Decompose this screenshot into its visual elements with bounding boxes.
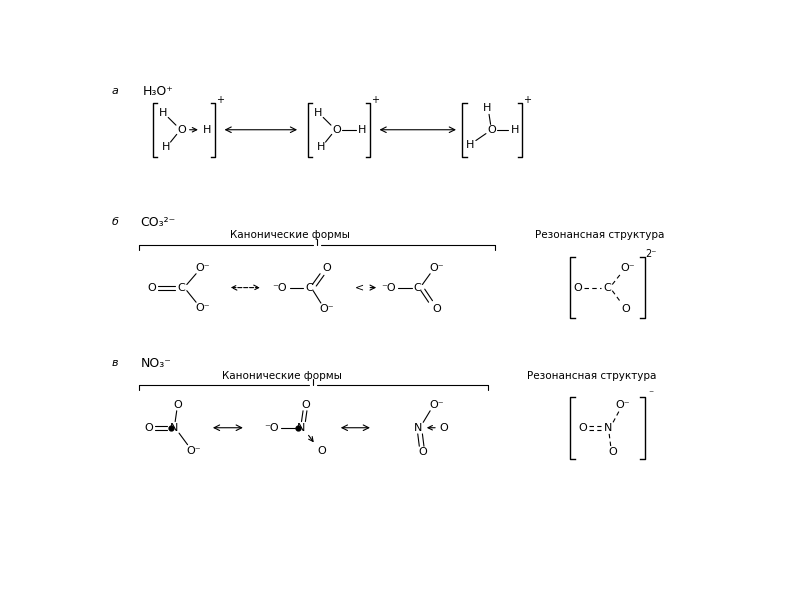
Text: O⁻: O⁻ [621, 263, 635, 272]
Text: +: + [523, 95, 531, 106]
Text: H: H [162, 142, 170, 152]
Text: CO₃²⁻: CO₃²⁻ [140, 215, 175, 229]
Text: +: + [216, 95, 224, 106]
Text: б: б [112, 217, 118, 227]
Text: H: H [510, 125, 519, 135]
Text: O: O [147, 283, 156, 293]
Text: O: O [322, 263, 330, 272]
Text: H: H [317, 142, 325, 152]
Text: Канонические формы: Канонические формы [222, 371, 342, 381]
Text: O: O [173, 400, 182, 410]
Text: O: O [432, 304, 441, 314]
Text: O⁻: O⁻ [429, 263, 444, 272]
Text: N: N [414, 423, 422, 433]
Text: H: H [202, 125, 211, 135]
Text: O: O [608, 448, 617, 457]
Text: H: H [358, 125, 366, 135]
Text: в: в [112, 358, 118, 368]
Text: <: < [355, 283, 364, 293]
Text: O⁻: O⁻ [195, 263, 210, 274]
Text: O: O [622, 304, 630, 314]
Text: C: C [604, 283, 611, 293]
Text: H: H [314, 108, 322, 118]
Text: ⁻O: ⁻O [265, 423, 279, 433]
Text: ⁻O: ⁻O [381, 283, 396, 293]
Text: C: C [306, 283, 313, 293]
Text: O: O [418, 448, 426, 457]
Text: O: O [332, 125, 341, 135]
Text: а: а [112, 86, 118, 96]
Text: O⁻: O⁻ [429, 400, 444, 410]
Text: O⁻: O⁻ [319, 304, 334, 314]
Text: NO₃⁻: NO₃⁻ [140, 356, 171, 370]
Text: N: N [170, 423, 178, 433]
Text: O: O [145, 423, 154, 433]
Text: O: O [487, 125, 496, 135]
Text: ⁻: ⁻ [649, 389, 654, 400]
Text: H: H [466, 140, 474, 150]
Text: N: N [298, 423, 306, 433]
Text: O: O [318, 446, 326, 456]
Text: O⁻: O⁻ [616, 400, 630, 410]
Text: O: O [574, 283, 582, 293]
Text: Резонансная структура: Резонансная структура [535, 230, 665, 240]
Text: O: O [578, 423, 587, 433]
Text: O⁻: O⁻ [186, 446, 201, 456]
Text: O: O [439, 423, 448, 433]
Text: C: C [178, 283, 186, 293]
Text: Резонансная структура: Резонансная структура [527, 371, 657, 381]
Text: O: O [301, 400, 310, 410]
Text: 2⁻: 2⁻ [646, 250, 657, 259]
Text: ⁻O: ⁻O [273, 283, 287, 293]
Text: C: C [414, 283, 422, 293]
Text: H: H [483, 103, 492, 113]
Text: H₃O⁺: H₃O⁺ [142, 85, 174, 98]
Text: +: + [371, 95, 379, 106]
Text: O: O [177, 125, 186, 135]
Text: O⁻: O⁻ [195, 304, 210, 313]
Text: N: N [603, 423, 612, 433]
Text: H: H [159, 108, 168, 118]
Text: Канонические формы: Канонические формы [230, 230, 350, 240]
